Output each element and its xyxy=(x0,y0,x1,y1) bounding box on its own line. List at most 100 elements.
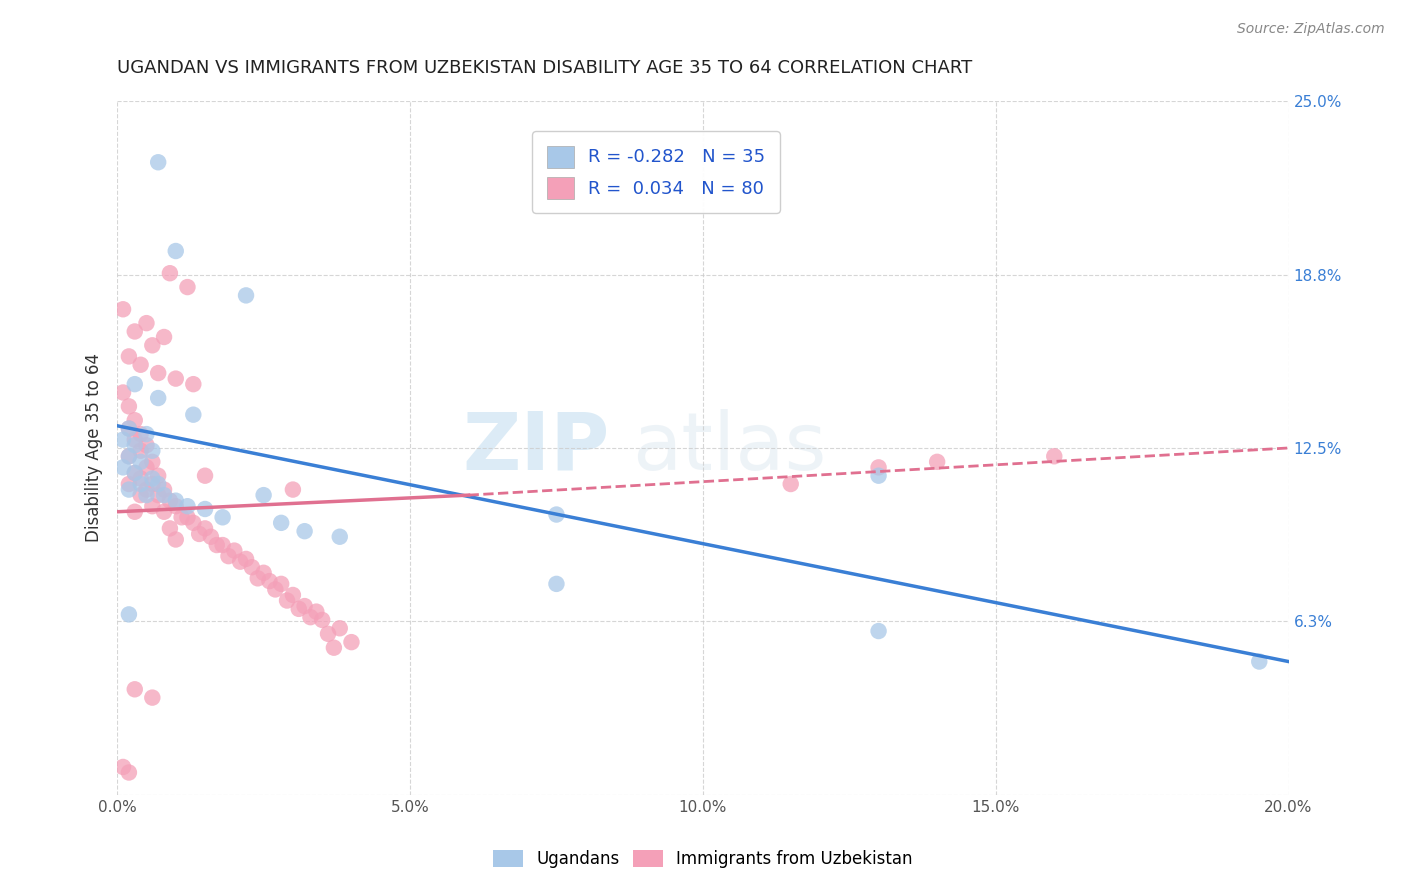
Point xyxy=(141,690,163,705)
Point xyxy=(183,516,205,530)
Point xyxy=(276,593,298,607)
Point xyxy=(141,471,163,485)
Point xyxy=(129,455,152,469)
Point xyxy=(252,566,274,580)
Point xyxy=(124,466,146,480)
Point xyxy=(329,530,352,544)
Point xyxy=(118,400,141,414)
Point xyxy=(329,621,352,635)
Point xyxy=(264,582,287,597)
Point xyxy=(124,466,146,480)
Text: atlas: atlas xyxy=(633,409,827,487)
Point xyxy=(211,538,233,552)
Point xyxy=(183,408,205,422)
Point xyxy=(159,266,181,280)
Point xyxy=(129,471,152,485)
Point xyxy=(135,488,157,502)
Point xyxy=(868,460,890,475)
Point xyxy=(159,521,181,535)
Point xyxy=(868,624,890,638)
Point xyxy=(124,325,146,339)
Point xyxy=(240,560,263,574)
Point xyxy=(188,527,211,541)
Point xyxy=(1043,450,1066,464)
Point xyxy=(129,443,152,458)
Point xyxy=(200,530,222,544)
Point xyxy=(165,500,187,514)
Point xyxy=(165,493,187,508)
Point xyxy=(112,385,135,400)
Legend: R = -0.282   N = 35, R =  0.034   N = 80: R = -0.282 N = 35, R = 0.034 N = 80 xyxy=(533,131,780,213)
Point xyxy=(305,605,328,619)
Point xyxy=(194,468,217,483)
Point xyxy=(311,613,333,627)
Point xyxy=(141,443,163,458)
Point xyxy=(112,460,135,475)
Point xyxy=(194,502,217,516)
Point xyxy=(165,371,187,385)
Point xyxy=(153,330,176,344)
Point xyxy=(148,155,170,169)
Point xyxy=(135,483,157,497)
Point xyxy=(205,538,228,552)
Point xyxy=(270,516,292,530)
Point xyxy=(153,483,176,497)
Point xyxy=(129,427,152,442)
Point xyxy=(294,524,316,538)
Point xyxy=(112,433,135,447)
Point xyxy=(141,455,163,469)
Point xyxy=(141,500,163,514)
Point xyxy=(246,571,269,585)
Point xyxy=(252,488,274,502)
Point xyxy=(340,635,363,649)
Legend: Ugandans, Immigrants from Uzbekistan: Ugandans, Immigrants from Uzbekistan xyxy=(486,843,920,875)
Point xyxy=(135,316,157,330)
Point xyxy=(217,549,239,563)
Point xyxy=(224,543,246,558)
Point xyxy=(259,574,281,588)
Point xyxy=(124,413,146,427)
Y-axis label: Disability Age 35 to 64: Disability Age 35 to 64 xyxy=(86,353,103,542)
Point xyxy=(118,483,141,497)
Point xyxy=(112,302,135,317)
Point xyxy=(135,438,157,452)
Point xyxy=(1249,655,1271,669)
Point xyxy=(153,505,176,519)
Point xyxy=(118,765,141,780)
Text: Source: ZipAtlas.com: Source: ZipAtlas.com xyxy=(1237,22,1385,37)
Point xyxy=(546,508,568,522)
Point xyxy=(141,477,163,491)
Point xyxy=(118,607,141,622)
Point xyxy=(183,377,205,392)
Point xyxy=(124,377,146,392)
Point xyxy=(112,760,135,774)
Point xyxy=(176,510,198,524)
Point xyxy=(118,450,141,464)
Point xyxy=(129,358,152,372)
Point xyxy=(118,350,141,364)
Point xyxy=(281,588,304,602)
Point xyxy=(153,488,176,502)
Point xyxy=(129,477,152,491)
Point xyxy=(235,552,257,566)
Point xyxy=(118,477,141,491)
Point xyxy=(294,599,316,613)
Point xyxy=(546,577,568,591)
Point xyxy=(148,468,170,483)
Point xyxy=(165,533,187,547)
Point xyxy=(124,433,146,447)
Point xyxy=(322,640,344,655)
Point xyxy=(194,521,217,535)
Point xyxy=(124,505,146,519)
Point xyxy=(124,682,146,697)
Point xyxy=(129,488,152,502)
Point xyxy=(779,477,801,491)
Text: UGANDAN VS IMMIGRANTS FROM UZBEKISTAN DISABILITY AGE 35 TO 64 CORRELATION CHART: UGANDAN VS IMMIGRANTS FROM UZBEKISTAN DI… xyxy=(117,60,973,78)
Text: ZIP: ZIP xyxy=(463,409,609,487)
Point xyxy=(316,627,339,641)
Point xyxy=(170,510,193,524)
Point xyxy=(148,366,170,380)
Point xyxy=(118,421,141,435)
Point xyxy=(211,510,233,524)
Point xyxy=(118,450,141,464)
